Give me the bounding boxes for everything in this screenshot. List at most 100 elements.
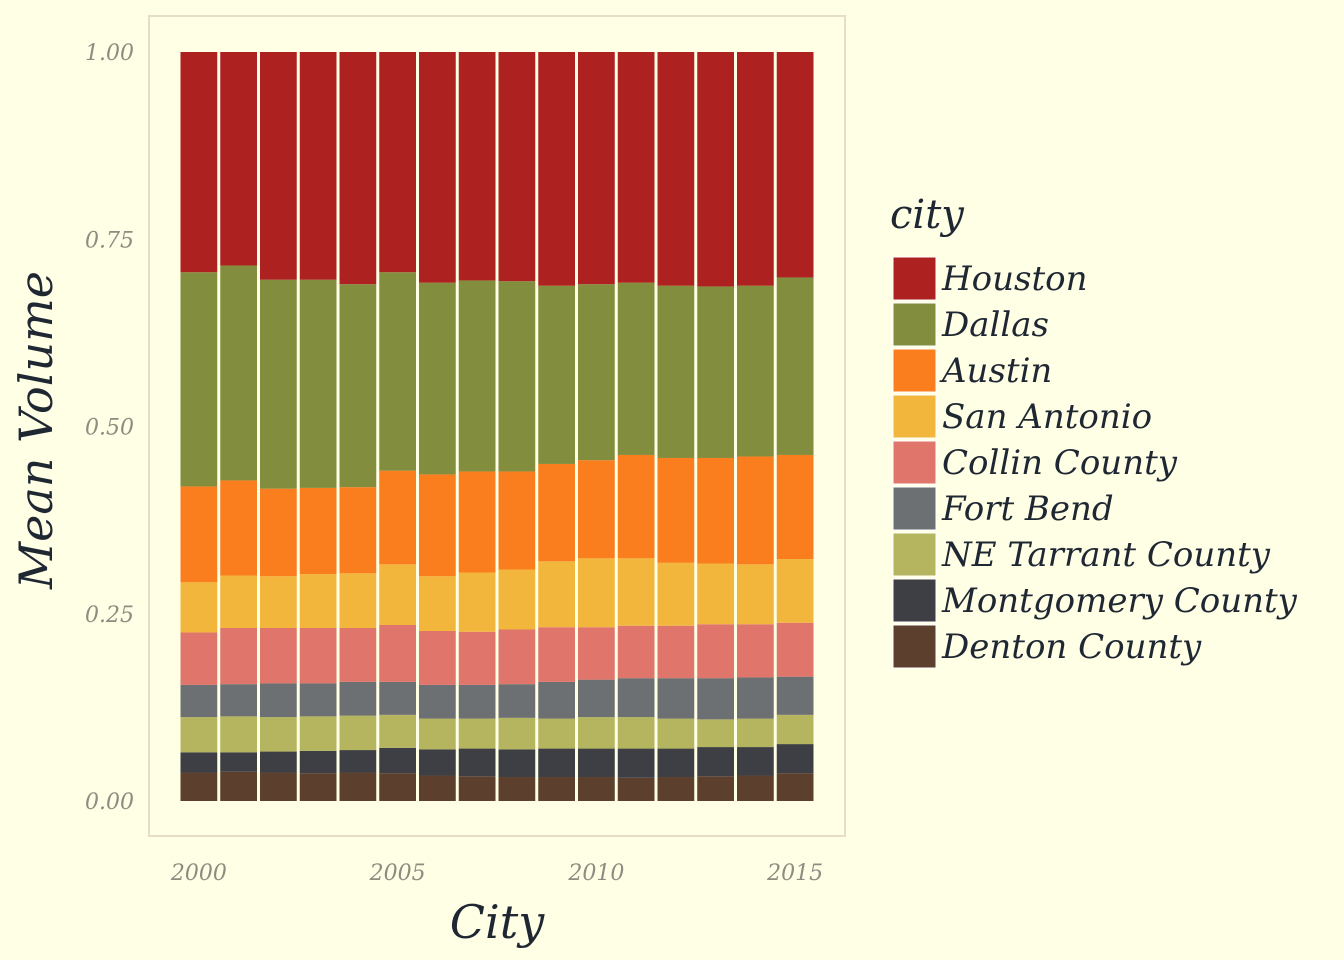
legend-label-fort-bend: Fort Bend [941, 489, 1114, 529]
bar-segment-denton-county-2014 [737, 775, 774, 801]
bar-segment-austin-2003 [299, 487, 337, 575]
legend-swatch-denton-county [892, 624, 937, 669]
bar-segment-dallas-2005 [379, 272, 416, 471]
bar-segment-ne-tarrant-county-2007 [458, 718, 496, 749]
bar-segment-houston-2004 [339, 52, 377, 285]
bar-segment-denton-county-2015 [776, 773, 814, 801]
bar-segment-fort-bend-2003 [299, 683, 337, 717]
bar-segment-dallas-2008 [498, 281, 536, 472]
bar-segment-ne-tarrant-county-2000 [180, 717, 218, 753]
bar-segment-san-antonio-2006 [419, 576, 456, 631]
bar-segment-fort-bend-2007 [458, 684, 496, 719]
bar-segment-houston-2002 [260, 52, 297, 280]
bar-segment-houston-2008 [498, 52, 536, 282]
bar-segment-dallas-2004 [339, 284, 377, 488]
bar-segment-collin-county-2013 [697, 624, 734, 679]
bars-group [180, 52, 814, 801]
bar-segment-san-antonio-2002 [260, 576, 297, 628]
legend-swatch-austin [892, 348, 937, 393]
bar-segment-denton-county-2007 [458, 776, 496, 801]
bar-segment-ne-tarrant-county-2003 [299, 716, 337, 751]
bar-segment-houston-2010 [578, 52, 615, 285]
bar-segment-collin-county-2011 [617, 625, 655, 679]
bar-segment-houston-2003 [299, 52, 337, 280]
bar-segment-austin-2011 [617, 454, 655, 559]
legend: city Houston Dallas Austin San Antonio Colli… [890, 192, 1298, 669]
bar-segment-dallas-2003 [299, 279, 337, 488]
bar-segment-san-antonio-2012 [657, 562, 695, 626]
bar-segment-dallas-2002 [260, 279, 297, 489]
bar-segment-austin-2001 [220, 480, 257, 576]
bar-segment-collin-county-2004 [339, 627, 377, 682]
bar-segment-austin-2004 [339, 487, 377, 574]
bar-segment-austin-2007 [458, 471, 496, 573]
plot-panel [148, 15, 846, 837]
bar-segment-denton-county-2001 [220, 771, 257, 801]
bar-segment-ne-tarrant-county-2006 [419, 718, 456, 750]
bar-segment-dallas-2001 [220, 265, 257, 481]
bar-segment-dallas-2012 [657, 285, 695, 458]
bar-segment-ne-tarrant-county-2001 [220, 716, 257, 753]
bar-segment-dallas-2013 [697, 286, 734, 458]
x-tick-label: 2005 [369, 861, 426, 886]
legend-label-ne-tarrant-county: NE Tarrant County [941, 535, 1271, 575]
bar-segment-san-antonio-2011 [617, 558, 655, 626]
bar-segment-ne-tarrant-county-2013 [697, 719, 734, 748]
bar-segment-montgomery-county-2001 [220, 752, 257, 772]
bar-segment-austin-2013 [697, 457, 734, 564]
legend-label-collin-county: Collin County [942, 443, 1178, 483]
bar-segment-collin-county-2002 [260, 627, 297, 684]
bar-segment-montgomery-county-2013 [697, 747, 734, 777]
bar-segment-collin-county-2012 [657, 625, 695, 679]
bar-segment-austin-2005 [379, 470, 416, 565]
bar-segment-montgomery-county-2011 [617, 748, 655, 778]
legend-label-houston: Houston [941, 259, 1088, 299]
bar-segment-fort-bend-2006 [419, 684, 456, 719]
bar-segment-denton-county-2012 [657, 777, 695, 801]
bar-segment-austin-2012 [657, 457, 695, 563]
bar-segment-montgomery-county-2014 [737, 747, 774, 776]
bar-segment-ne-tarrant-county-2004 [339, 715, 377, 751]
bar-segment-houston-2011 [617, 52, 655, 283]
x-tick-label: 2010 [567, 861, 624, 886]
bar-segment-fort-bend-2011 [617, 678, 655, 718]
bar-segment-collin-county-2005 [379, 624, 416, 682]
bar-segment-austin-2010 [578, 460, 615, 559]
bar-segment-houston-2001 [220, 52, 257, 266]
bar-segment-montgomery-county-2000 [180, 752, 218, 773]
bar-segment-montgomery-county-2002 [260, 751, 297, 773]
y-axis-title: Mean Volume [9, 271, 63, 590]
bar-segment-san-antonio-2005 [379, 564, 416, 625]
bar-segment-collin-county-2015 [776, 622, 814, 677]
bar-segment-ne-tarrant-county-2012 [657, 718, 695, 749]
bar-segment-fort-bend-2010 [578, 679, 615, 718]
y-axis-ticks: 0.00 0.25 0.50 0.75 1.00 [85, 41, 134, 815]
bar-segment-houston-2013 [697, 52, 734, 287]
bar-segment-fort-bend-2002 [260, 683, 297, 718]
bar-segment-san-antonio-2010 [578, 558, 615, 628]
bar-segment-denton-county-2002 [260, 772, 297, 801]
bar-segment-fort-bend-2013 [697, 678, 734, 720]
legend-swatch-montgomery-county [892, 578, 937, 623]
bar-segment-ne-tarrant-county-2015 [776, 714, 814, 745]
y-tick-label: 0.50 [85, 416, 134, 441]
bar-segment-denton-county-2011 [617, 777, 655, 801]
bar-segment-montgomery-county-2009 [538, 748, 575, 778]
bar-segment-ne-tarrant-county-2005 [379, 714, 416, 748]
bar-segment-denton-county-2000 [180, 772, 218, 801]
legend-label-san-antonio: San Antonio [942, 397, 1152, 437]
bar-segment-san-antonio-2013 [697, 563, 734, 625]
bar-segment-austin-2006 [419, 474, 456, 577]
legend-swatch-dallas [892, 302, 937, 347]
bar-segment-denton-county-2005 [379, 773, 416, 801]
bar-segment-ne-tarrant-county-2014 [737, 718, 774, 748]
bar-segment-ne-tarrant-county-2008 [498, 717, 536, 750]
bar-segment-ne-tarrant-county-2011 [617, 717, 655, 749]
x-axis-ticks: 2000 2005 2010 2015 [170, 861, 823, 886]
bar-segment-fort-bend-2008 [498, 684, 536, 718]
bar-segment-collin-county-2014 [737, 624, 774, 678]
bar-segment-san-antonio-2008 [498, 569, 536, 630]
bar-segment-denton-county-2013 [697, 776, 734, 801]
bar-segment-collin-county-2007 [458, 631, 496, 685]
